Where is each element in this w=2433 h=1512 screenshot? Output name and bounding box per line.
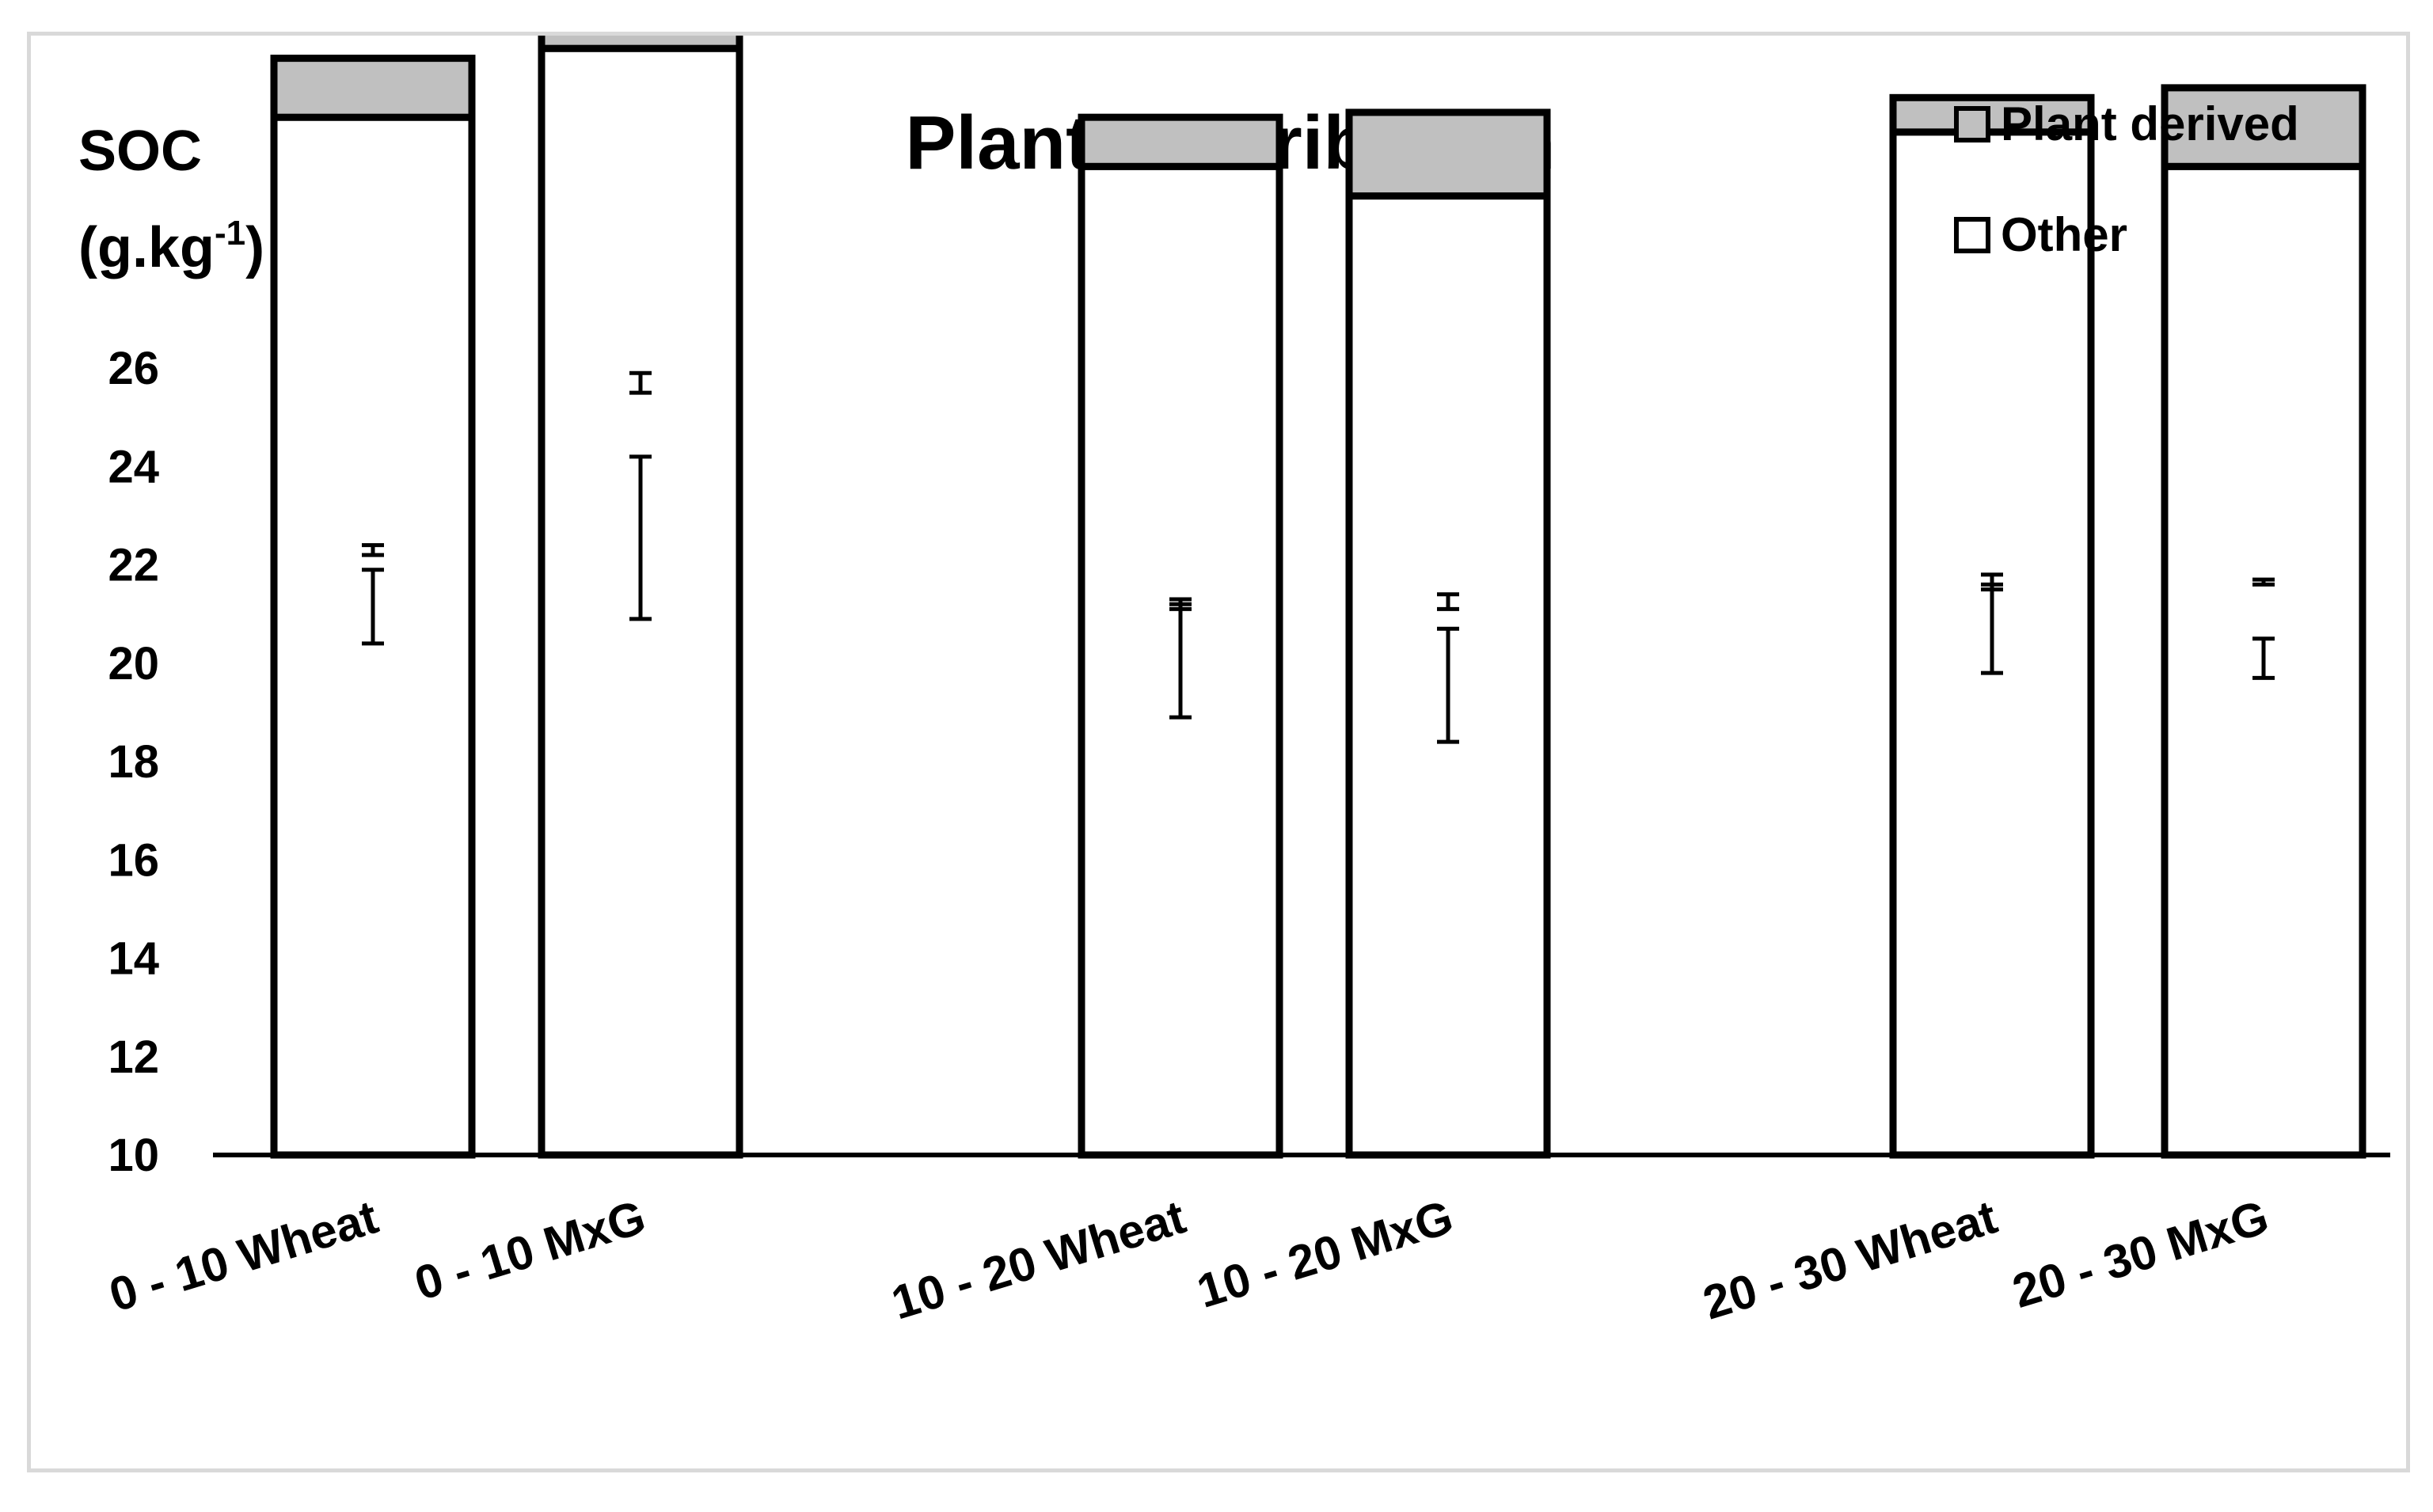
chart-svg: Plant contribution SOC (g.kg-1) 10121416…: [78, 36, 2390, 1330]
y-tick-label-20: 20: [108, 638, 159, 690]
x-category-label-2: 0 - 10 MxG: [409, 1190, 652, 1310]
error-bar-other-1: [362, 568, 384, 646]
error-bar-plant-derived-3: [1169, 597, 1192, 611]
error-bar-plant-derived-1: [362, 543, 384, 557]
y-tick-label-26: 26: [108, 343, 159, 394]
y-tick-label-18: 18: [108, 736, 159, 788]
bar-plant-derived-5: [1889, 93, 2095, 136]
bar-plant-derived-3: [1078, 113, 1283, 170]
error-bar-other-4: [1437, 626, 1459, 744]
y-tick-label-14: 14: [108, 933, 159, 985]
error-bars: [362, 370, 2275, 744]
y-axis-label-close: ): [245, 216, 264, 279]
legend-label-plant-derived: Plant derived: [2001, 97, 2299, 150]
legend-swatch-other: [1954, 217, 1990, 253]
bar-plant-derived-4: [1345, 108, 1551, 200]
y-axis-label-superscript: -1: [215, 214, 245, 253]
y-axis-ticks: 10 12 14 16 18 20 22 24 26: [108, 343, 159, 1181]
y-axis-label-line2: (g.kg-1): [78, 214, 264, 279]
bar-plant-derived-2: [538, 36, 743, 52]
y-axis-label-line1: SOC: [78, 120, 202, 183]
error-bar-plant-derived-2: [629, 370, 652, 395]
x-category-label-1: 0 - 10 Wheat: [103, 1190, 383, 1321]
error-bar-plant-derived-6: [2252, 577, 2275, 587]
x-category-label-3: 10 - 20 Wheat: [885, 1190, 1191, 1329]
y-tick-label-22: 22: [108, 540, 159, 591]
y-tick-label-24: 24: [108, 441, 159, 492]
legend: Plant derived Other: [1954, 97, 2299, 261]
y-tick-label-10: 10: [108, 1130, 159, 1181]
legend-label-other: Other: [2001, 208, 2127, 261]
chart-frame: Plant contribution SOC (g.kg-1) 10 12 14 16…: [27, 32, 2410, 1472]
x-category-label-5: 20 - 30 Wheat: [1697, 1190, 2002, 1329]
error-bar-plant-derived-4: [1437, 592, 1459, 611]
legend-swatch-plant-derived: [1954, 106, 1990, 142]
x-category-label-6: 20 - 30 MxG: [2006, 1190, 2275, 1318]
x-axis-categories: 0 - 10 Wheat 0 - 10 MxG 10 - 20 Wheat 10 - …: [103, 1190, 2274, 1329]
x-category-label-4: 10 - 20 MxG: [1191, 1190, 1459, 1318]
bar-plant-derived-1: [270, 55, 476, 121]
error-bar-plant-derived-5: [1981, 572, 2003, 592]
y-axis-label-unit: (g.kg: [78, 216, 215, 279]
y-tick-label-12: 12: [108, 1031, 159, 1083]
error-bar-other-6: [2252, 636, 2275, 680]
bar-plant-derived-6: [2161, 84, 2366, 170]
error-bar-other-2: [629, 454, 652, 621]
bars: [270, 36, 2366, 1159]
y-tick-label-16: 16: [108, 834, 159, 886]
